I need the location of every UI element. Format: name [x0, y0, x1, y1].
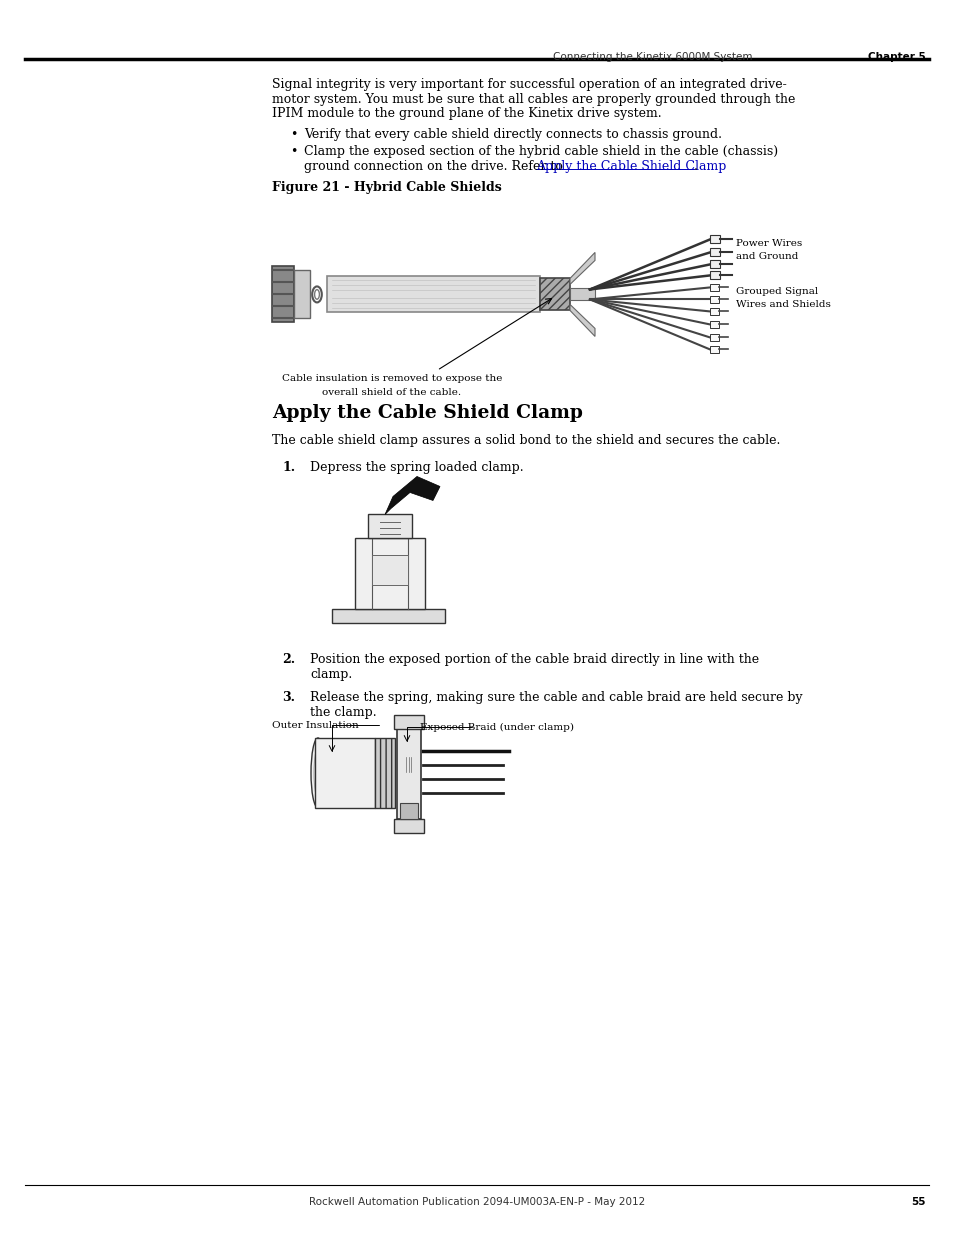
- Text: Cable insulation is removed to expose the: Cable insulation is removed to expose th…: [281, 374, 501, 383]
- Text: clamp.: clamp.: [310, 668, 352, 680]
- Text: the clamp.: the clamp.: [310, 705, 376, 719]
- Polygon shape: [375, 739, 395, 808]
- Text: Clamp the exposed section of the hybrid cable shield in the cable (chassis): Clamp the exposed section of the hybrid …: [304, 146, 778, 158]
- Polygon shape: [709, 333, 718, 341]
- Text: Figure 21 - Hybrid Cable Shields: Figure 21 - Hybrid Cable Shields: [272, 182, 501, 194]
- Polygon shape: [539, 278, 569, 310]
- Text: 3.: 3.: [282, 692, 294, 704]
- Polygon shape: [272, 267, 294, 322]
- Text: The cable shield clamp assures a solid bond to the shield and secures the cable.: The cable shield clamp assures a solid b…: [272, 435, 780, 447]
- Polygon shape: [569, 289, 595, 300]
- Text: ground connection on the drive. Refer to: ground connection on the drive. Refer to: [304, 159, 566, 173]
- Text: overall shield of the cable.: overall shield of the cable.: [322, 389, 461, 398]
- Text: Connecting the Kinetix 6000M System: Connecting the Kinetix 6000M System: [553, 52, 752, 62]
- Polygon shape: [332, 610, 444, 624]
- Text: Rockwell Automation Publication 2094-UM003A-EN-P - May 2012: Rockwell Automation Publication 2094-UM0…: [309, 1197, 644, 1207]
- Text: Depress the spring loaded clamp.: Depress the spring loaded clamp.: [310, 461, 523, 473]
- Text: Outer Insulation: Outer Insulation: [272, 721, 358, 730]
- Polygon shape: [709, 296, 718, 303]
- Text: Chapter 5: Chapter 5: [866, 52, 924, 62]
- Ellipse shape: [400, 752, 416, 778]
- Text: •: •: [290, 128, 297, 142]
- Polygon shape: [314, 739, 375, 808]
- Polygon shape: [709, 236, 720, 243]
- Polygon shape: [294, 270, 310, 319]
- Text: Apply the Cable Shield Clamp: Apply the Cable Shield Clamp: [272, 404, 582, 422]
- Polygon shape: [709, 284, 718, 291]
- Text: motor system. You must be sure that all cables are properly grounded through the: motor system. You must be sure that all …: [272, 93, 795, 105]
- Text: Grouped Signal: Grouped Signal: [735, 288, 818, 296]
- Text: IPIM module to the ground plane of the Kinetix drive system.: IPIM module to the ground plane of the K…: [272, 107, 661, 120]
- Text: Signal integrity is very important for successful operation of an integrated dri: Signal integrity is very important for s…: [272, 78, 786, 91]
- Polygon shape: [355, 538, 424, 610]
- Polygon shape: [396, 729, 420, 819]
- Text: Position the exposed portion of the cable braid directly in line with the: Position the exposed portion of the cabl…: [310, 653, 759, 667]
- Text: Exposed Braid (under clamp): Exposed Braid (under clamp): [419, 722, 574, 732]
- Polygon shape: [399, 803, 417, 819]
- Text: Wires and Shields: Wires and Shields: [735, 300, 830, 310]
- Text: .: .: [693, 159, 697, 173]
- Polygon shape: [709, 321, 718, 329]
- Polygon shape: [569, 304, 595, 336]
- Ellipse shape: [404, 757, 413, 773]
- Text: and Ground: and Ground: [735, 252, 798, 262]
- Text: 1.: 1.: [282, 461, 294, 473]
- Text: 55: 55: [910, 1197, 924, 1207]
- Text: Release the spring, making sure the cable and cable braid are held secure by: Release the spring, making sure the cabl…: [310, 692, 801, 704]
- Ellipse shape: [377, 561, 401, 580]
- Ellipse shape: [311, 739, 325, 808]
- Text: Power Wires: Power Wires: [735, 240, 801, 248]
- Polygon shape: [709, 261, 720, 268]
- Polygon shape: [327, 277, 539, 312]
- Text: 2.: 2.: [282, 653, 294, 667]
- Polygon shape: [569, 252, 595, 284]
- Polygon shape: [393, 819, 423, 832]
- Polygon shape: [709, 346, 718, 353]
- Polygon shape: [368, 515, 412, 538]
- Polygon shape: [709, 272, 720, 279]
- Text: Verify that every cable shield directly connects to chassis ground.: Verify that every cable shield directly …: [304, 128, 721, 142]
- Polygon shape: [372, 556, 408, 585]
- Polygon shape: [709, 248, 720, 257]
- Polygon shape: [393, 715, 423, 729]
- Polygon shape: [709, 308, 718, 315]
- Circle shape: [357, 613, 366, 621]
- Text: •: •: [290, 146, 297, 158]
- Text: Apply the Cable Shield Clamp: Apply the Cable Shield Clamp: [535, 159, 725, 173]
- Polygon shape: [385, 477, 439, 515]
